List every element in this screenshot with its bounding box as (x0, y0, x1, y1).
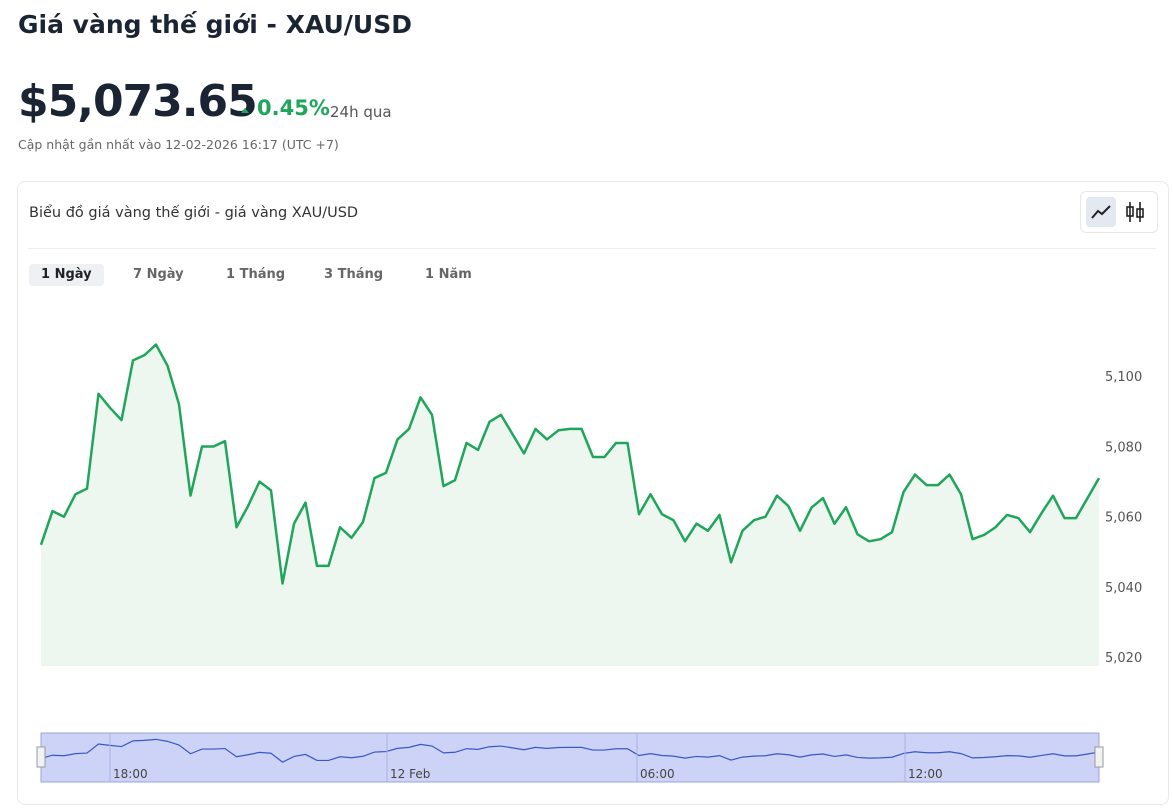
navigator-label: 06:00 (640, 767, 675, 781)
navigator-handle[interactable] (1094, 746, 1104, 768)
divider (28, 248, 1156, 249)
page-title: Giá vàng thế giới - XAU/USD (18, 10, 412, 39)
navigator-line (40, 738, 1100, 763)
change-period: 24h qua (330, 103, 392, 121)
chart-type-toggle (1080, 191, 1158, 233)
price: $5,073.65 (18, 76, 258, 127)
y-tick-label: 5,080 (1105, 440, 1142, 455)
line (39, 343, 1101, 585)
range-tab[interactable]: 3 Tháng (324, 267, 384, 282)
range-tab[interactable]: 1 Tháng (226, 267, 286, 282)
area (41, 344, 1099, 666)
up-arrow (241, 108, 249, 113)
navigator-label: 18:00 (113, 767, 148, 781)
candlestick-button[interactable] (1120, 197, 1150, 227)
range-tab[interactable]: 1 Năm (425, 267, 472, 282)
range-tab[interactable]: 7 Ngày (133, 267, 184, 282)
y-tick-label: 5,060 (1105, 511, 1142, 526)
change: 0.45% (257, 96, 330, 120)
panel-title: Biểu đồ giá vàng thế giới - giá vàng XAU… (29, 205, 359, 221)
y-tick-label: 5,020 (1105, 651, 1142, 666)
line-chart-button[interactable] (1086, 197, 1116, 227)
y-tick-label: 5,040 (1105, 581, 1142, 596)
chart-panel (17, 181, 1169, 805)
navigator-label: 12 Feb (390, 767, 430, 781)
range-tab[interactable]: 1 Ngày (29, 264, 104, 286)
navigator-handle[interactable] (36, 746, 46, 768)
y-tick-label: 5,100 (1105, 370, 1142, 385)
navigator-label: 12:00 (908, 767, 943, 781)
updated-time: Cập nhật gần nhất vào 12-02-2026 16:17 (… (18, 137, 339, 152)
navigator (40, 732, 1100, 783)
